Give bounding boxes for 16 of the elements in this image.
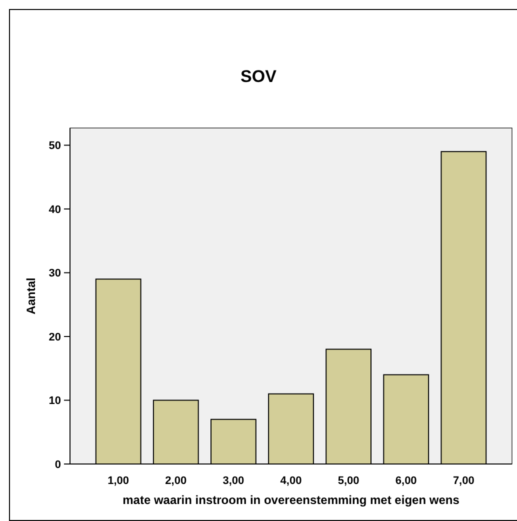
x-axis-title: mate waarin instroom in overeenstemming met eigen wens	[122, 493, 460, 507]
x-tick-label: 3,00	[222, 475, 244, 487]
chart-title: SOV	[240, 67, 278, 86]
x-tick-label: 4,00	[280, 475, 302, 487]
y-tick-label: 30	[48, 268, 61, 280]
x-tick-label: 5,00	[338, 475, 360, 487]
y-tick-label: 10	[48, 395, 61, 408]
y-tick-label: 50	[48, 140, 61, 152]
y-axis-title: Aantal	[24, 278, 38, 314]
x-tick-label: 2,00	[165, 475, 187, 487]
y-tick-label: 20	[48, 331, 61, 344]
y-tick-label: 0	[54, 458, 61, 471]
x-tick-label: 1,00	[108, 475, 130, 487]
y-tick-label: 40	[48, 204, 61, 216]
x-tick-label: 6,00	[395, 475, 417, 487]
x-tick-label: 7,00	[452, 475, 474, 487]
